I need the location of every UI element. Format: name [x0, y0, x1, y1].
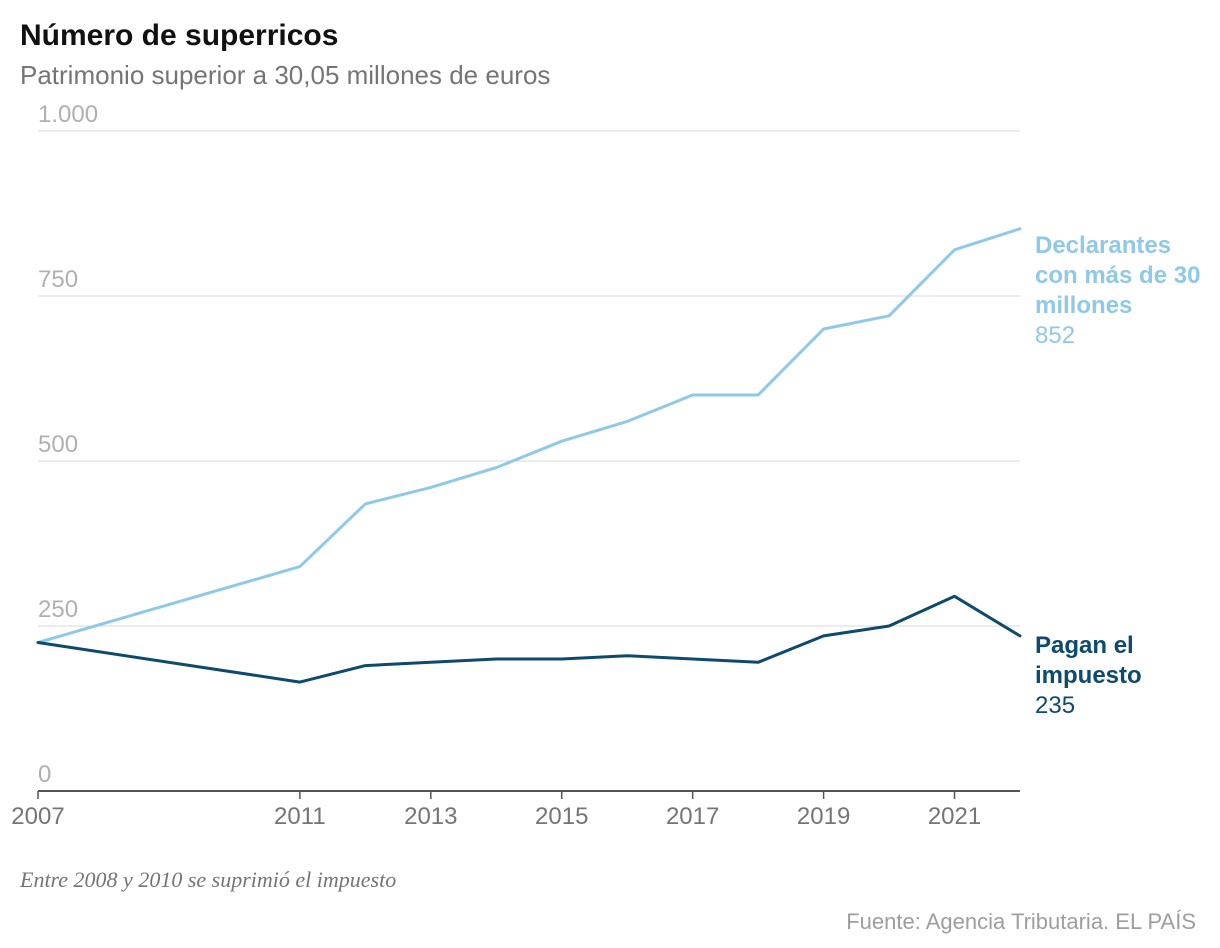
- x-tick-label: 2011: [274, 803, 326, 831]
- y-tick-label: 250: [38, 596, 78, 624]
- x-tick-label: 2017: [666, 803, 719, 831]
- x-tick-label: 2015: [535, 803, 588, 831]
- chart-note: Entre 2008 y 2010 se suprimió el impuest…: [20, 867, 1200, 893]
- x-tick-label: 2007: [11, 803, 64, 831]
- chart-title: Número de superricos: [20, 18, 1200, 54]
- series-label-pagan: Pagan el impuesto235: [1035, 631, 1215, 721]
- chart-subtitle: Patrimonio superior a 30,05 millones de …: [20, 60, 1200, 91]
- y-tick-label: 0: [38, 761, 51, 789]
- series-label-text: Pagan el impuesto: [1035, 632, 1142, 689]
- x-tick-label: 2013: [404, 803, 457, 831]
- series-label-value: 852: [1035, 321, 1215, 351]
- y-tick-label: 750: [38, 266, 78, 294]
- chart-source: Fuente: Agencia Tributaria. EL PAÍS: [20, 909, 1200, 935]
- x-tick-label: 2019: [797, 803, 850, 831]
- y-tick-label: 1.000: [38, 101, 98, 129]
- chart-svg: [20, 101, 1200, 821]
- series-line-declarantes: [38, 229, 1020, 643]
- series-label-text: Declarantes con más de 30 millones: [1035, 232, 1200, 319]
- series-label-value: 235: [1035, 691, 1215, 721]
- x-tick-label: 2021: [928, 803, 981, 831]
- chart-area: 02505007501.0002007201120132015201720192…: [20, 101, 1200, 821]
- series-line-pagan: [38, 596, 1020, 682]
- y-tick-label: 500: [38, 431, 78, 459]
- series-label-declarantes: Declarantes con más de 30 millones852: [1035, 231, 1215, 351]
